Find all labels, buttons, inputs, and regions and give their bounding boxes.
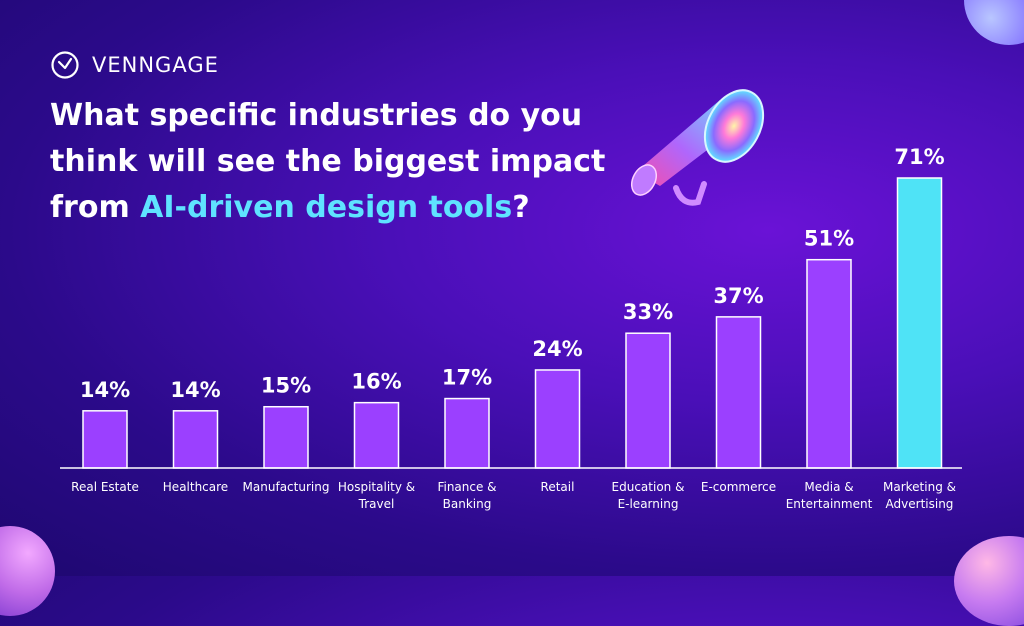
chart-title: What specific industries do you think wi… — [50, 93, 610, 231]
value-label-3: 16% — [351, 370, 401, 394]
value-label-7: 37% — [713, 284, 763, 308]
bar-chart: 14% Real Estate 14% Healthcare 15% Manufactur… — [71, 145, 956, 511]
value-label-1: 14% — [170, 378, 220, 402]
brand-name: VENNGAGE — [92, 53, 219, 77]
chart-title-text: What specific industries do you think wi… — [50, 98, 606, 225]
category-label-1: Healthcare — [163, 480, 228, 494]
bar-4 — [444, 397, 490, 469]
category-label-9: Marketing & Advertising — [883, 480, 956, 511]
value-label-4: 17% — [442, 366, 492, 390]
brand-logo: VENNGAGE — [50, 50, 219, 80]
bar-3 — [353, 401, 400, 469]
category-label-7: E-commerce — [701, 480, 776, 494]
chart-title-highlight: AI-driven design tools — [140, 190, 513, 225]
megaphone-icon — [630, 89, 765, 206]
chart-title-end: ? — [512, 190, 530, 225]
value-label-2: 15% — [261, 374, 311, 398]
value-label-0: 14% — [80, 378, 130, 402]
category-label-3: Hospitality & Travel — [338, 480, 415, 511]
value-label-9: 71% — [894, 145, 944, 169]
bar-7 — [715, 316, 762, 469]
category-label-8: Media & Entertainment — [786, 480, 873, 511]
bar-0 — [82, 410, 128, 469]
bar-9 — [896, 177, 943, 469]
bar-5 — [534, 369, 581, 469]
category-label-2: Manufacturing — [243, 480, 330, 494]
value-label-5: 24% — [532, 337, 582, 361]
bar-6 — [625, 332, 671, 469]
bar-8 — [806, 258, 852, 469]
value-label-8: 51% — [804, 227, 854, 251]
category-label-0: Real Estate — [71, 480, 139, 494]
bar-2 — [263, 405, 309, 469]
value-label-6: 33% — [623, 300, 673, 324]
bar-1 — [172, 410, 219, 469]
venngage-logo-icon — [51, 51, 79, 79]
category-label-4: Finance & Banking — [437, 480, 496, 511]
category-label-6: Education & E-learning — [612, 480, 685, 511]
category-label-5: Retail — [541, 480, 575, 494]
